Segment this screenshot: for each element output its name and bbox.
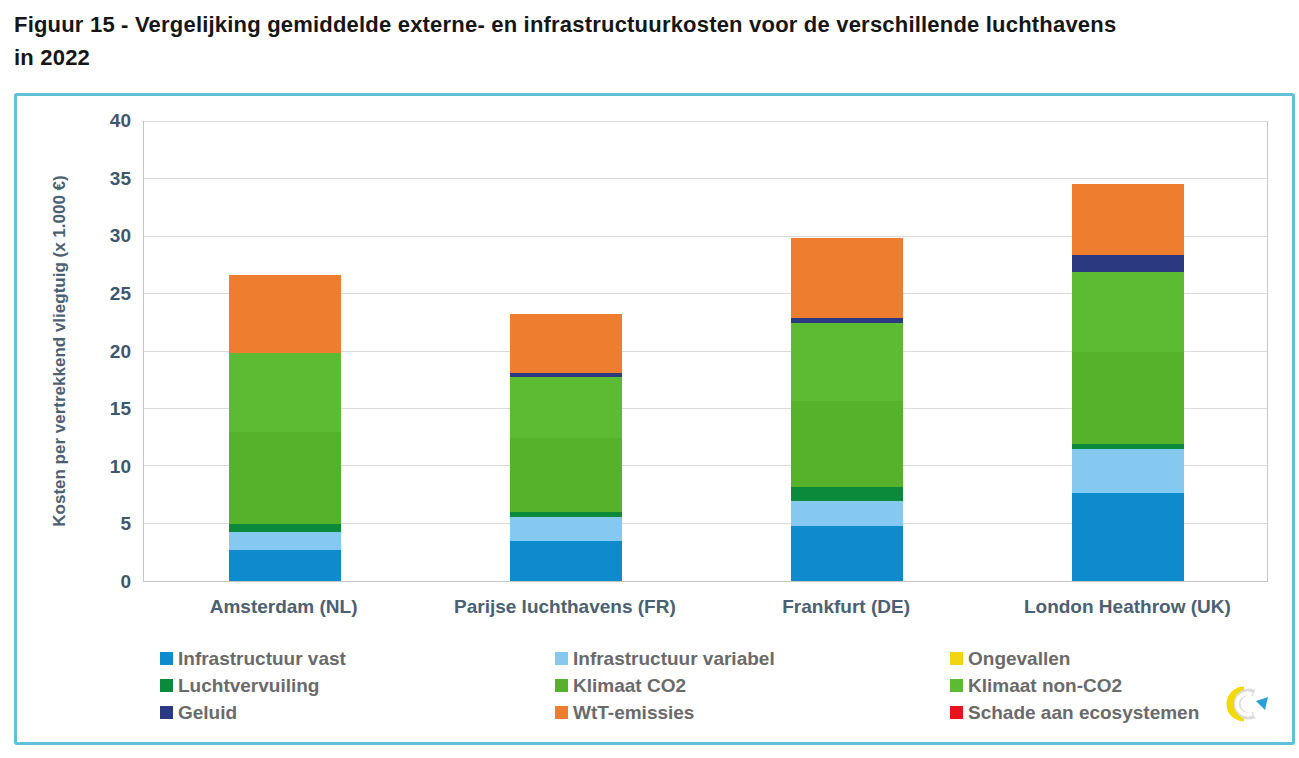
x-category-label: Parijse luchthavens (FR): [454, 596, 676, 618]
y-tick-label-20: 20: [81, 341, 131, 363]
y-tick-label-0: 0: [81, 571, 131, 593]
x-category-label: London Heathrow (UK): [1024, 596, 1231, 618]
figure-title: Figuur 15 - Vergelijking gemiddelde exte…: [14, 8, 1284, 74]
bar-segment-amsterdam-nl--klimaat-non-co-: [229, 353, 341, 432]
bar-segment-london-heathrow-uk--luchtvervuiling: [1072, 444, 1184, 449]
legend-swatch-icon: [950, 679, 963, 692]
bar-segment-london-heathrow-uk--klimaat-non-co-: [1072, 272, 1184, 351]
bar-segment-frankfurt-de--geluid: [791, 318, 903, 323]
bar-segment-london-heathrow-uk--geluid: [1072, 255, 1184, 272]
legend-label: Infrastructuur vast: [178, 648, 346, 670]
bar-segment-frankfurt-de--klimaat-co-: [791, 401, 903, 487]
plot-area: [143, 121, 1268, 582]
bar-segment-amsterdam-nl--infrastructuur-variabel: [229, 532, 341, 550]
y-axis-title: Kosten per vertrekkend vliegtuig (x 1.00…: [50, 175, 70, 526]
gridline-y40: [144, 121, 1267, 122]
legend-label: Geluid: [178, 702, 237, 724]
legend-item-wtt-emissies: WtT-emissies: [555, 702, 950, 724]
y-tick-label-40: 40: [81, 110, 131, 132]
legend-label: WtT-emissies: [573, 702, 694, 724]
chart-container: Kosten per vertrekkend vliegtuig (x 1.00…: [14, 93, 1295, 745]
gridline-y35: [144, 178, 1267, 179]
bar-segment-frankfurt-de--klimaat-non-co-: [791, 323, 903, 401]
y-tick-label-30: 30: [81, 225, 131, 247]
ce-delft-logo-icon: [1218, 684, 1270, 724]
legend-item-geluid: Geluid: [160, 702, 555, 724]
bar-segment-frankfurt-de--luchtvervuiling: [791, 487, 903, 501]
legend-swatch-icon: [555, 706, 568, 719]
legend-item-ongevallen: Ongevallen: [950, 648, 1270, 670]
legend-item-infrastructuur-variabel: Infrastructuur variabel: [555, 648, 950, 670]
bar-segment-parijse-luchthavens-fr--klimaat-non-co-: [510, 377, 622, 438]
legend-swatch-icon: [950, 706, 963, 719]
y-tick-label-5: 5: [81, 513, 131, 535]
legend-swatch-icon: [555, 679, 568, 692]
bar-segment-parijse-luchthavens-fr--luchtvervuiling: [510, 512, 622, 517]
x-category-label: Frankfurt (DE): [782, 596, 910, 618]
legend-swatch-icon: [950, 652, 963, 665]
bar-segment-parijse-luchthavens-fr--klimaat-co-: [510, 438, 622, 513]
bar-segment-parijse-luchthavens-fr--infrastructuur-vast: [510, 541, 622, 581]
bar-segment-frankfurt-de--infrastructuur-vast: [791, 526, 903, 581]
legend-item-klimaat-co-: Klimaat CO2: [555, 675, 950, 697]
bar-segment-frankfurt-de--wtt-emissies: [791, 238, 903, 318]
bar-segment-london-heathrow-uk--infrastructuur-variabel: [1072, 449, 1184, 493]
figure-title-line2: in 2022: [14, 41, 1284, 74]
legend-label: Schade aan ecosystemen: [968, 702, 1199, 724]
legend-swatch-icon: [160, 652, 173, 665]
legend-item-infrastructuur-vast: Infrastructuur vast: [160, 648, 555, 670]
figure-title-line1: Figuur 15 - Vergelijking gemiddelde exte…: [14, 8, 1284, 41]
legend-swatch-icon: [160, 706, 173, 719]
y-tick-label-35: 35: [81, 168, 131, 190]
figure-page: Figuur 15 - Vergelijking gemiddelde exte…: [0, 0, 1299, 758]
legend-swatch-icon: [555, 652, 568, 665]
y-tick-label-25: 25: [81, 283, 131, 305]
legend-label: Klimaat CO2: [573, 675, 686, 697]
legend-label: Infrastructuur variabel: [573, 648, 775, 670]
bar-segment-parijse-luchthavens-fr--wtt-emissies: [510, 314, 622, 374]
legend-label: Klimaat non-CO2: [968, 675, 1122, 697]
bar-segment-amsterdam-nl--wtt-emissies: [229, 275, 341, 353]
chart-legend: Infrastructuur vast Infrastructuur variab…: [160, 645, 1270, 726]
y-tick-label-10: 10: [81, 456, 131, 478]
y-tick-label-15: 15: [81, 398, 131, 420]
legend-label: Luchtvervuiling: [178, 675, 319, 697]
bar-segment-amsterdam-nl--infrastructuur-vast: [229, 550, 341, 581]
bar-segment-frankfurt-de--infrastructuur-variabel: [791, 501, 903, 526]
legend-swatch-icon: [160, 679, 173, 692]
bar-segment-amsterdam-nl--luchtvervuiling: [229, 524, 341, 532]
bar-segment-london-heathrow-uk--klimaat-co-: [1072, 352, 1184, 445]
x-category-label: Amsterdam (NL): [210, 596, 358, 618]
bar-segment-parijse-luchthavens-fr--geluid: [510, 373, 622, 376]
bar-segment-london-heathrow-uk--wtt-emissies: [1072, 184, 1184, 255]
legend-item-luchtvervuiling: Luchtvervuiling: [160, 675, 555, 697]
legend-label: Ongevallen: [968, 648, 1070, 670]
bar-segment-parijse-luchthavens-fr--infrastructuur-variabel: [510, 517, 622, 541]
bar-segment-london-heathrow-uk--infrastructuur-vast: [1072, 493, 1184, 581]
bar-segment-amsterdam-nl--klimaat-co-: [229, 432, 341, 524]
